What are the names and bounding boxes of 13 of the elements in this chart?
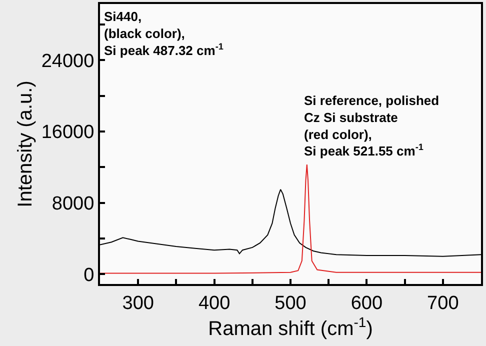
annotation: Si reference, polished Cz Si substrate (red color), Si peak 521.55 cm$^{-1}$ bbox=[304, 93, 440, 159]
x-tick-label: 600 bbox=[350, 292, 383, 314]
x-axis-title: Raman shift (cm$^{-1}$) bbox=[208, 314, 373, 340]
y-tick-label: 24000 bbox=[41, 50, 94, 72]
y-tick-label: 8000 bbox=[52, 194, 94, 214]
y-tick-label: 0 bbox=[84, 264, 94, 286]
y-tick-label: 16000 bbox=[41, 122, 94, 144]
x-tick-label: 700 bbox=[427, 292, 459, 314]
annotation: Si440, (black color), Si peak 487.32 cm$^{-1}$ bbox=[104, 9, 224, 58]
x-tick-label: 500 bbox=[274, 292, 306, 314]
y-axis-title: Intensity (a.u.) bbox=[14, 80, 36, 208]
x-tick-label: 300 bbox=[122, 292, 154, 314]
x-tick-label: 400 bbox=[198, 292, 230, 314]
